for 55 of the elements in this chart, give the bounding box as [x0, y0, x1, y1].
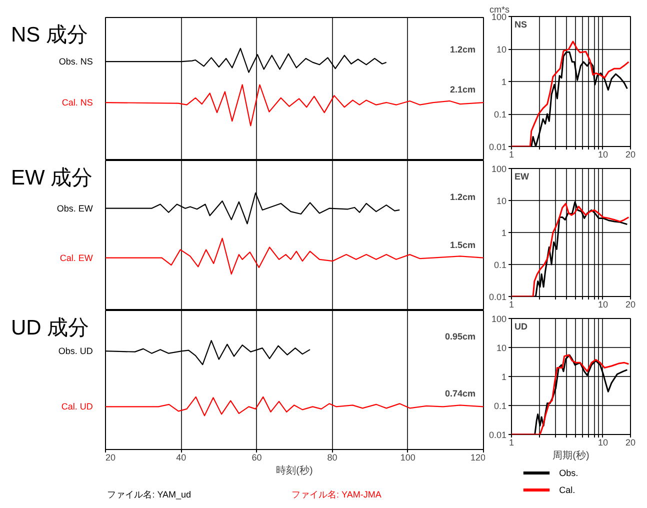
annotation: 0.74cm	[444, 388, 476, 399]
x-tick-label: 1	[508, 150, 514, 160]
series-label: Obs. EW	[56, 203, 94, 214]
x-tick-label: 100	[400, 452, 416, 462]
x-tick-label: 10	[598, 300, 608, 310]
chart-title: NS 成分	[11, 24, 88, 46]
y-tick-label: 1	[501, 77, 507, 87]
y-tick-label: 0.1	[494, 401, 507, 411]
y-tick-label: 0.1	[494, 110, 507, 120]
annotation: 0.95cm	[444, 332, 476, 342]
y-tick-label: 0.01	[488, 142, 507, 152]
x-tick-label: 10	[598, 438, 608, 448]
y-tick-label: 10	[496, 44, 507, 54]
chart-title: EW 成分	[11, 166, 93, 190]
y-tick-label: 100	[491, 164, 507, 174]
annotation: 1.2cm	[450, 44, 476, 54]
y-tick-label: 0.01	[488, 430, 507, 440]
chart-title: EW	[514, 172, 530, 182]
y-tick-label: 1	[501, 228, 507, 238]
x-tick-label: 10	[598, 150, 608, 160]
x-tick-label: 1	[508, 300, 514, 310]
y-tick-label: 10	[496, 196, 507, 206]
chart-title: NS	[514, 20, 528, 30]
y-tick-label: 100	[491, 314, 507, 324]
text: ファイル名: YAM_ud	[107, 490, 192, 500]
y-tick-label: 0.1	[494, 260, 507, 270]
series-label: Cal. EW	[60, 252, 94, 263]
x-tick-label: 120	[470, 452, 486, 462]
x-tick-label: 40	[176, 452, 186, 462]
y-axis-title: cm*s	[490, 4, 510, 14]
x-tick-label: 80	[327, 452, 338, 462]
series-label: Obs. UD	[58, 346, 94, 356]
text: ファイル名: YAM-JMA	[292, 490, 382, 500]
chart-title: UD	[514, 322, 528, 332]
chart-title: UD 成分	[11, 316, 90, 340]
y-tick-label: 100	[491, 12, 507, 22]
annotation: 1.5cm	[450, 240, 476, 250]
annotation: 1.2cm	[450, 192, 476, 202]
x-tick-label: 20	[625, 438, 636, 448]
annotation: 2.1cm	[450, 84, 476, 95]
legend-label: Obs.	[559, 468, 578, 478]
x-axis-title: 周期(秒)	[552, 450, 590, 462]
legend-label: Cal.	[559, 485, 576, 495]
y-tick-label: 0.01	[488, 292, 507, 302]
series-label: Cal. UD	[61, 402, 94, 412]
x-tick-label: 20	[625, 300, 636, 310]
x-tick-label: 20	[106, 452, 116, 462]
x-tick-label: 20	[625, 150, 636, 160]
y-tick-label: 10	[496, 343, 507, 353]
x-tick-label: 1	[508, 438, 514, 448]
x-axis-title: 時刻(秒)	[276, 464, 313, 476]
series-label: Obs. NS	[58, 56, 93, 67]
series-label: Cal. NS	[62, 98, 93, 108]
x-tick-label: 60	[252, 452, 262, 462]
y-tick-label: 1	[501, 372, 507, 382]
